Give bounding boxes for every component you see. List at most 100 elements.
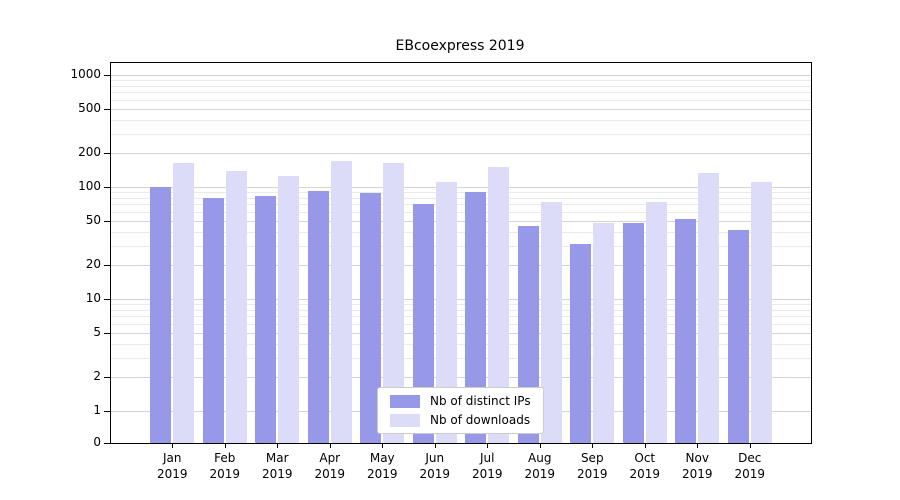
legend-item-distinct-ips: Nb of distinct IPs: [390, 394, 531, 408]
legend-swatch-distinct-ips: [390, 394, 420, 408]
bar-distinct-ips-mar: [255, 196, 277, 443]
y-tick-label: 200: [78, 145, 101, 160]
legend-swatch-downloads: [390, 413, 420, 427]
y-tick-label: 20: [85, 257, 101, 272]
x-tick: [329, 443, 331, 448]
bar-distinct-ips-oct: [622, 222, 644, 443]
gridline-minor: [111, 133, 811, 135]
legend: Nb of distinct IPs Nb of downloads: [377, 387, 544, 434]
x-tick-label: Mar 2019: [261, 451, 293, 481]
plot-area: 0 1 2 5 10 20 50 100 200 500 1000 Jan 2019 Feb 2019 Mar…: [70, 62, 812, 481]
y-tick: [104, 187, 111, 188]
gridline-major: [111, 108, 811, 110]
gridline-major: [111, 75, 811, 76]
gridline-minor: [111, 304, 811, 306]
y-tick: [104, 443, 111, 444]
y-tick-label: 2: [93, 369, 101, 384]
bar-distinct-ips-dec: [727, 230, 749, 443]
bar-distinct-ips-apr: [307, 190, 329, 443]
y-tick-label: 1000: [70, 67, 101, 81]
bar-distinct-ips-sep: [570, 243, 592, 443]
bar-distinct-ips-jun: [412, 204, 434, 443]
y-tick: [104, 153, 111, 155]
bar-distinct-ips-jul: [465, 191, 487, 443]
gridline-minor: [111, 343, 811, 345]
gridline-major: [111, 220, 811, 222]
x-tick: [224, 443, 226, 448]
bar-downloads-may: [383, 162, 405, 443]
gridline-minor: [111, 85, 811, 87]
gridline-minor: [111, 80, 811, 82]
gridline-minor: [111, 231, 811, 233]
y-tick-label: 100: [78, 179, 101, 193]
y-tick: [104, 377, 111, 379]
gridline-minor: [111, 211, 811, 213]
x-tick: [434, 443, 436, 448]
bar-downloads-feb: [225, 170, 247, 443]
gridline-minor: [111, 245, 811, 247]
gridline-minor: [111, 197, 811, 199]
y-tick: [104, 299, 111, 300]
x-tick: [697, 443, 699, 448]
gridline-major: [111, 153, 811, 155]
y-tick: [104, 411, 111, 412]
legend-item-downloads: Nb of downloads: [390, 413, 531, 427]
bar-downloads-jul: [488, 167, 510, 443]
y-tick-label: 10: [85, 291, 101, 305]
x-tick-label: Dec 2019: [734, 451, 766, 481]
gridline-minor: [111, 323, 811, 325]
x-tick: [749, 443, 751, 448]
chart-title: EBcoexpress 2019: [395, 38, 525, 54]
gridline-minor: [111, 119, 811, 121]
x-tick: [644, 443, 646, 448]
gridline-major: [111, 187, 811, 188]
bar-downloads-jan: [173, 162, 195, 443]
gridline-minor: [111, 192, 811, 194]
bar-distinct-ips-nov: [675, 218, 697, 443]
x-tick: [539, 443, 541, 448]
gridline-minor: [111, 99, 811, 101]
x-tick-label: Nov 2019: [681, 451, 713, 481]
gridline-minor: [111, 92, 811, 94]
x-tick-label: Aug 2019: [524, 451, 556, 481]
x-tick-label: Sep 2019: [576, 451, 608, 481]
bar-downloads-mar: [278, 176, 300, 443]
bar-downloads-oct: [645, 201, 667, 443]
x-tick-label: Jul 2019: [471, 451, 503, 481]
gridline-major: [111, 265, 811, 267]
y-tick: [104, 75, 111, 76]
y-tick-label: 0: [93, 435, 101, 449]
bar-downloads-dec: [750, 182, 772, 443]
gridline-minor: [111, 316, 811, 318]
x-tick: [487, 443, 489, 448]
bar-downloads-apr: [330, 161, 352, 443]
y-tick: [104, 108, 111, 110]
x-tick: [277, 443, 279, 448]
y-tick: [104, 220, 111, 222]
y-tick-label: 1: [93, 403, 101, 417]
x-tick: [382, 443, 384, 448]
bar-downloads-aug: [540, 201, 562, 443]
bar-downloads-nov: [698, 173, 720, 443]
x-tick-label: Jun 2019: [419, 451, 451, 481]
gridline-major: [111, 332, 811, 334]
y-tick: [104, 332, 111, 334]
y-tick-label: 500: [78, 100, 101, 115]
x-tick-label: Jan 2019: [156, 451, 188, 481]
bar-distinct-ips-jan: [150, 187, 172, 443]
y-tick-label: 50: [85, 212, 101, 227]
legend-label-distinct-ips: Nb of distinct IPs: [430, 394, 531, 408]
gridline-minor: [111, 357, 811, 359]
y-tick-label: 5: [93, 324, 101, 339]
x-tick-label: Feb 2019: [209, 451, 241, 481]
bar-distinct-ips-feb: [202, 197, 224, 443]
legend-label-downloads: Nb of downloads: [430, 413, 531, 427]
x-tick: [592, 443, 594, 448]
x-tick-label: Oct 2019: [629, 451, 661, 481]
bar-downloads-sep: [593, 222, 615, 443]
bar-distinct-ips-may: [360, 193, 382, 443]
gridline-minor: [111, 204, 811, 206]
x-tick: [172, 443, 174, 448]
x-tick-label: May 2019: [366, 451, 398, 481]
